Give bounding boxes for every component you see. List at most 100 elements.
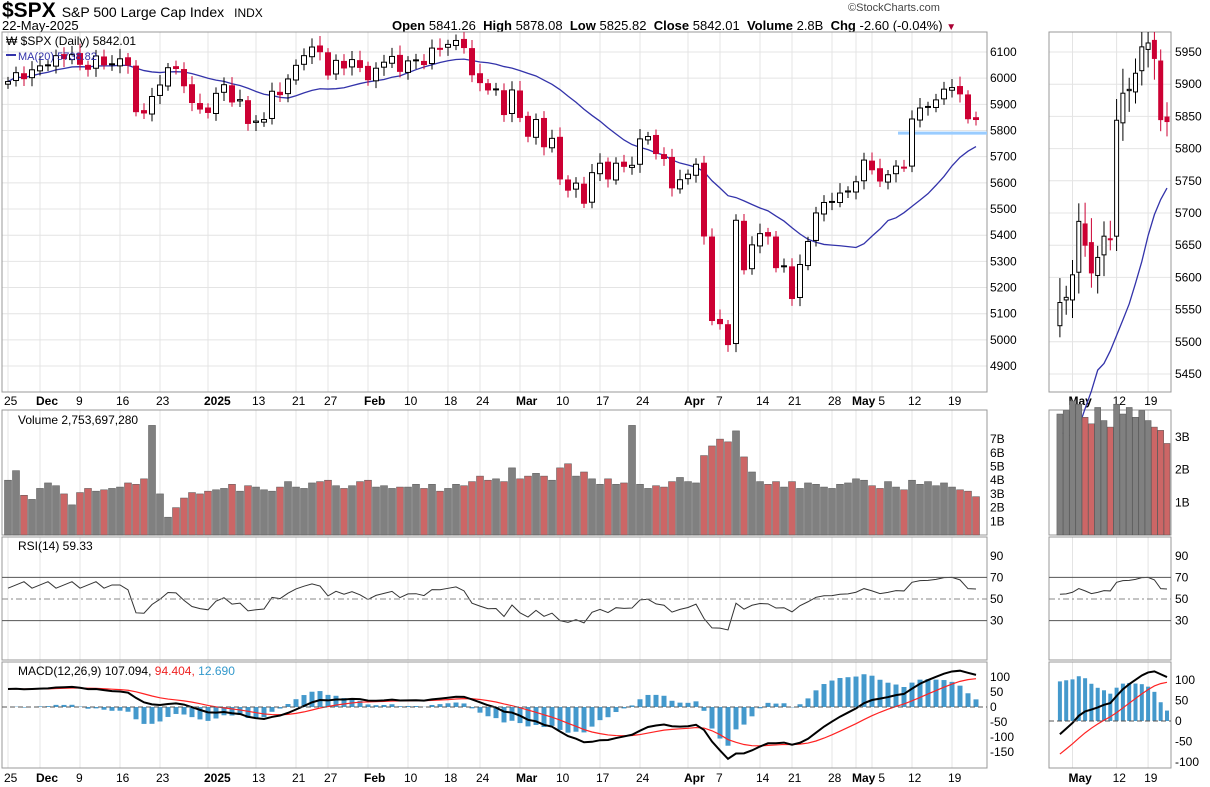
volume-bar: [1132, 417, 1139, 536]
candle: [269, 90, 275, 119]
macd-tick-label: 0: [1175, 714, 1182, 728]
macd-line: [1059, 670, 1168, 736]
volume-bar: [68, 504, 76, 536]
macd-histogram-bar: [237, 707, 243, 716]
volume-bar: [652, 485, 660, 536]
candle: [853, 181, 859, 193]
date-tick-label: 28: [828, 771, 842, 785]
volume-bar: [940, 482, 948, 536]
macd-histogram-bar: [437, 704, 443, 707]
macd-histogram-bar: [365, 704, 371, 707]
macd-histogram-bar: [685, 702, 691, 707]
macd-histogram-bar: [613, 707, 619, 713]
macd-histogram-bar: [973, 699, 979, 707]
candle: [1133, 72, 1138, 93]
candle: [781, 265, 787, 268]
candle: [197, 103, 203, 110]
candle: [797, 264, 803, 298]
volume-bar: [188, 492, 196, 536]
macd-histogram-bar: [541, 707, 547, 728]
volume-bar: [884, 481, 892, 536]
volume-bar: [516, 478, 524, 536]
date-tick-label: 14: [756, 771, 770, 785]
volume-bar: [1107, 426, 1114, 536]
macd-histogram-bar: [189, 707, 195, 718]
candle: [21, 73, 27, 80]
macd-histogram-bar: [653, 694, 659, 707]
volume-bar: [868, 485, 876, 536]
volume-bar: [236, 490, 244, 536]
candle: [365, 65, 371, 81]
macd-histogram-bar: [141, 707, 147, 724]
volume-bar: [612, 484, 620, 536]
macd-histogram-bar: [941, 680, 947, 707]
volume-bar: [708, 445, 716, 536]
candle: [1101, 235, 1107, 256]
date-tick-label: 13: [252, 394, 266, 408]
macd-histogram-bar: [277, 707, 283, 709]
candle: [125, 57, 131, 66]
volume-bar: [812, 484, 820, 536]
candle: [29, 69, 35, 79]
volume-bar: [844, 482, 852, 536]
candle: [565, 179, 571, 191]
candle: [325, 52, 331, 76]
macd-panel: [1048, 661, 1172, 769]
macd-histogram-bar: [61, 704, 67, 707]
volume-bar: [932, 485, 940, 536]
volume-bar: [276, 486, 284, 536]
date-tick-label: 10: [404, 394, 418, 408]
date-tick-label: 23: [156, 771, 170, 785]
macd-tick-label: 50: [1175, 694, 1189, 708]
volume-bar: [300, 488, 308, 536]
price-legend: ₩ $SPX (Daily) 5842.01: [6, 34, 136, 48]
macd-histogram-bar: [757, 707, 763, 709]
chg-label: Chg: [830, 18, 856, 33]
candle: [189, 84, 195, 104]
volume-bar: [1100, 420, 1108, 536]
macd-histogram-bar: [717, 707, 723, 739]
price-tick-label: 5400: [990, 228, 1017, 242]
candle: [965, 94, 971, 120]
macd-histogram-bar: [573, 707, 579, 732]
rsi-tick-label: 90: [1175, 549, 1189, 563]
macd-tick-label: -150: [990, 745, 1014, 759]
candle: [253, 120, 259, 123]
macd-histogram-bar: [605, 707, 611, 718]
date-tick-label: Feb: [364, 394, 385, 408]
macd-histogram-bar: [837, 678, 843, 707]
macd-histogram-bar: [397, 706, 403, 707]
volume-bar: [244, 485, 252, 536]
ma-legend: MA(20) 5738.82: [18, 51, 97, 63]
price-tick-label: 5450: [1175, 367, 1202, 381]
price-tick-label: 5750: [1175, 174, 1202, 188]
volume-bar: [1081, 417, 1089, 536]
volume-bar: [260, 489, 268, 536]
signal-value: 94.404,: [155, 664, 195, 678]
macd-histogram-bar: [589, 707, 595, 727]
candle: [709, 236, 715, 322]
volume-bar: [124, 482, 132, 536]
macd-histogram-bar: [229, 707, 235, 716]
volume-bar: [60, 493, 68, 536]
index-name: S&P 500 Large Cap Index: [61, 4, 225, 20]
candle: [1126, 88, 1132, 92]
macd-histogram-bar: [677, 702, 683, 707]
macd-legend: MACD(12,26,9) 107.094, 94.404, 12.690: [18, 664, 235, 678]
date-tick-label: 17: [596, 771, 610, 785]
macd-histogram-bar: [917, 679, 923, 707]
candle: [285, 78, 291, 95]
macd-histogram-bar: [965, 693, 971, 707]
volume-bar: [804, 482, 812, 536]
volume-bar: [140, 478, 148, 536]
volume-bar: [668, 481, 676, 536]
volume-bar: [164, 516, 172, 536]
volume-tick-label: 1B: [1175, 495, 1190, 509]
volume-bar: [204, 490, 212, 536]
chart-date: 22-May-2025: [2, 18, 79, 33]
volume-bar: [404, 486, 412, 536]
macd-histogram-bar: [1158, 702, 1163, 721]
macd-histogram-bar: [245, 707, 251, 718]
candle: [741, 220, 747, 271]
